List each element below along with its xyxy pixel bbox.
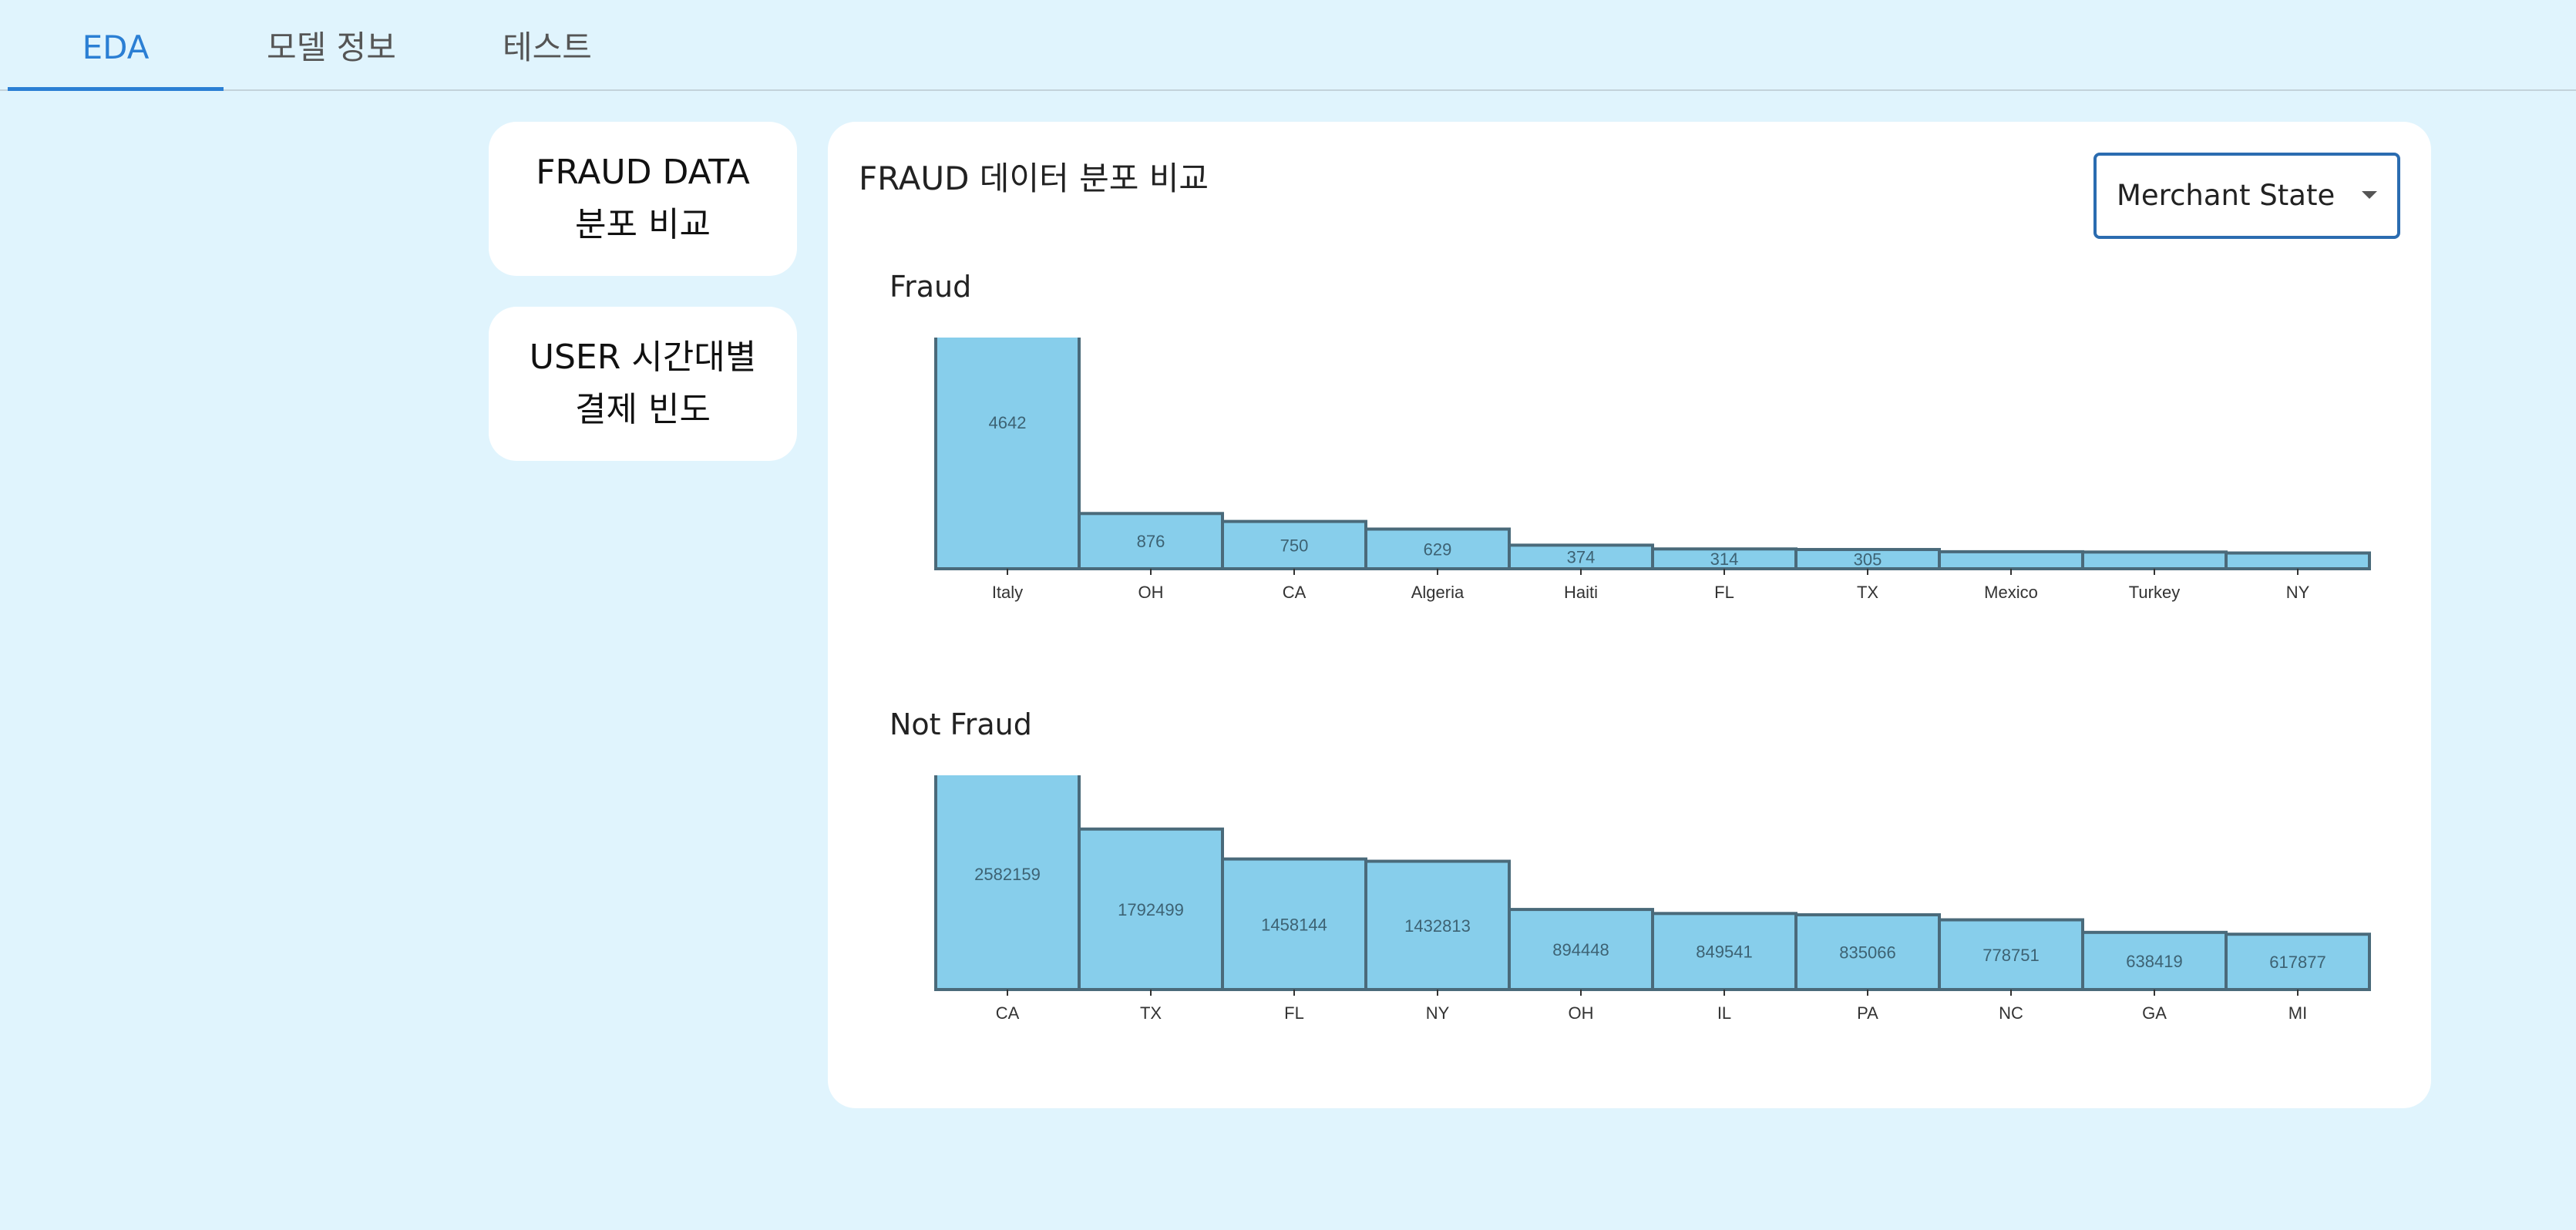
- user-hourly-card-line1: USER 시간대별: [529, 338, 757, 377]
- not-fraud-tick-label-6: PA: [1857, 1003, 1878, 1023]
- fraud-data-card-line2: 분포 비교: [575, 205, 711, 244]
- user-hourly-payment-button[interactable]: USER 시간대별 결제 빈도: [489, 307, 797, 461]
- not-fraud-value-label-8: 638419: [2126, 952, 2182, 971]
- not-fraud-tick-label-5: IL: [1717, 1003, 1731, 1023]
- fraud-tick-label-2: CA: [1283, 583, 1306, 602]
- fraud-value-label-4: 374: [1567, 548, 1596, 567]
- fraud-value-label-3: 629: [1424, 539, 1452, 559]
- not-fraud-value-label-1: 1792499: [1118, 900, 1184, 919]
- fraud-data-card-line1: FRAUD DATA: [536, 153, 750, 192]
- not-fraud-tick-label-4: OH: [1569, 1003, 1594, 1023]
- fraud-value-label-6: 305: [1854, 550, 1882, 570]
- not-fraud-bar-5: [1651, 912, 1797, 991]
- not-fraud-tick-label-2: FL: [1284, 1003, 1304, 1023]
- fraud-tick-label-0: Italy: [992, 583, 1023, 602]
- fraud-bar-9: [2225, 551, 2371, 571]
- user-hourly-card-line2: 결제 빈도: [575, 390, 711, 429]
- not-fraud-tick-label-0: CA: [996, 1003, 1020, 1023]
- not-fraud-bar-0: [934, 775, 1081, 991]
- not-fraud-tick-label-3: NY: [1426, 1003, 1450, 1023]
- tab-eda[interactable]: EDA: [8, 0, 224, 91]
- not-fraud-bar-4: [1508, 908, 1654, 991]
- not-fraud-bar-8: [2081, 930, 2228, 991]
- fraud-tick-label-9: NY: [2286, 583, 2310, 602]
- not-fraud-bar-9: [2225, 933, 2371, 991]
- fraud-tick-label-8: Turkey: [2129, 583, 2180, 602]
- fraud-bar-7: [1938, 549, 2084, 571]
- not-fraud-value-label-2: 1458144: [1261, 915, 1327, 934]
- fraud-tick-label-6: TX: [1857, 583, 1878, 602]
- chevron-down-icon: [2362, 191, 2377, 199]
- fraud-bar-6: [1794, 548, 1941, 571]
- fraud-data-distribution-button[interactable]: FRAUD DATA 분포 비교: [489, 122, 797, 276]
- fraud-bar-3: [1364, 527, 1511, 570]
- fraud-value-label-0: 4642: [989, 413, 1027, 432]
- not-fraud-tick-label-8: GA: [2142, 1003, 2167, 1023]
- not-fraud-tick-label-7: NC: [1999, 1003, 2023, 1023]
- fraud-value-label-5: 314: [1710, 549, 1739, 569]
- not-fraud-value-label-0: 2582159: [974, 865, 1041, 884]
- not-fraud-chart-title: Not Fraud: [889, 707, 1032, 741]
- not-fraud-value-label-6: 835066: [1839, 943, 1895, 962]
- fraud-bar-chart: 4642 Italy 876 OH 750 CA 629 Algeria 374 Haiti 314…: [934, 338, 2371, 602]
- tab-model-info[interactable]: 모델 정보: [267, 29, 396, 66]
- fraud-tick-label-5: FL: [1714, 583, 1734, 602]
- fraud-value-label-2: 750: [1280, 536, 1309, 555]
- not-fraud-value-label-3: 1432813: [1404, 916, 1471, 936]
- fraud-tick-label-4: Haiti: [1564, 583, 1598, 602]
- fraud-chart-title: Fraud: [889, 270, 972, 304]
- fraud-tick-label-7: Mexico: [1984, 583, 2038, 602]
- fraud-bar-0: [934, 338, 1081, 570]
- not-fraud-tick-label-1: TX: [1140, 1003, 1162, 1023]
- tab-test[interactable]: 테스트: [503, 29, 592, 66]
- not-fraud-value-label-4: 894448: [1552, 940, 1609, 959]
- fraud-tick-label-3: Algeria: [1411, 583, 1465, 602]
- not-fraud-tick-label-9: MI: [2288, 1003, 2307, 1023]
- not-fraud-value-label-7: 778751: [1982, 946, 2039, 965]
- fraud-tick-label-1: OH: [1138, 583, 1164, 602]
- fraud-bar-8: [2081, 550, 2228, 570]
- not-fraud-bar-3: [1364, 859, 1511, 991]
- not-fraud-bar-chart: 2582159 CA 1792499 TX 1458144 FL 1432813 NY 8944…: [934, 775, 2371, 1023]
- not-fraud-value-label-9: 617877: [2269, 953, 2325, 972]
- feature-select[interactable]: Merchant State: [2093, 153, 2400, 239]
- tab-bar: EDA 모델 정보 테스트: [0, 0, 2576, 91]
- not-fraud-value-label-5: 849541: [1696, 943, 1752, 962]
- distribution-panel: FRAUD 데이터 분포 비교 Merchant State Fraud 464…: [828, 122, 2431, 1108]
- panel-title: FRAUD 데이터 분포 비교: [859, 160, 1209, 197]
- fraud-value-label-1: 876: [1137, 532, 1165, 551]
- feature-select-value: Merchant State: [2117, 179, 2336, 212]
